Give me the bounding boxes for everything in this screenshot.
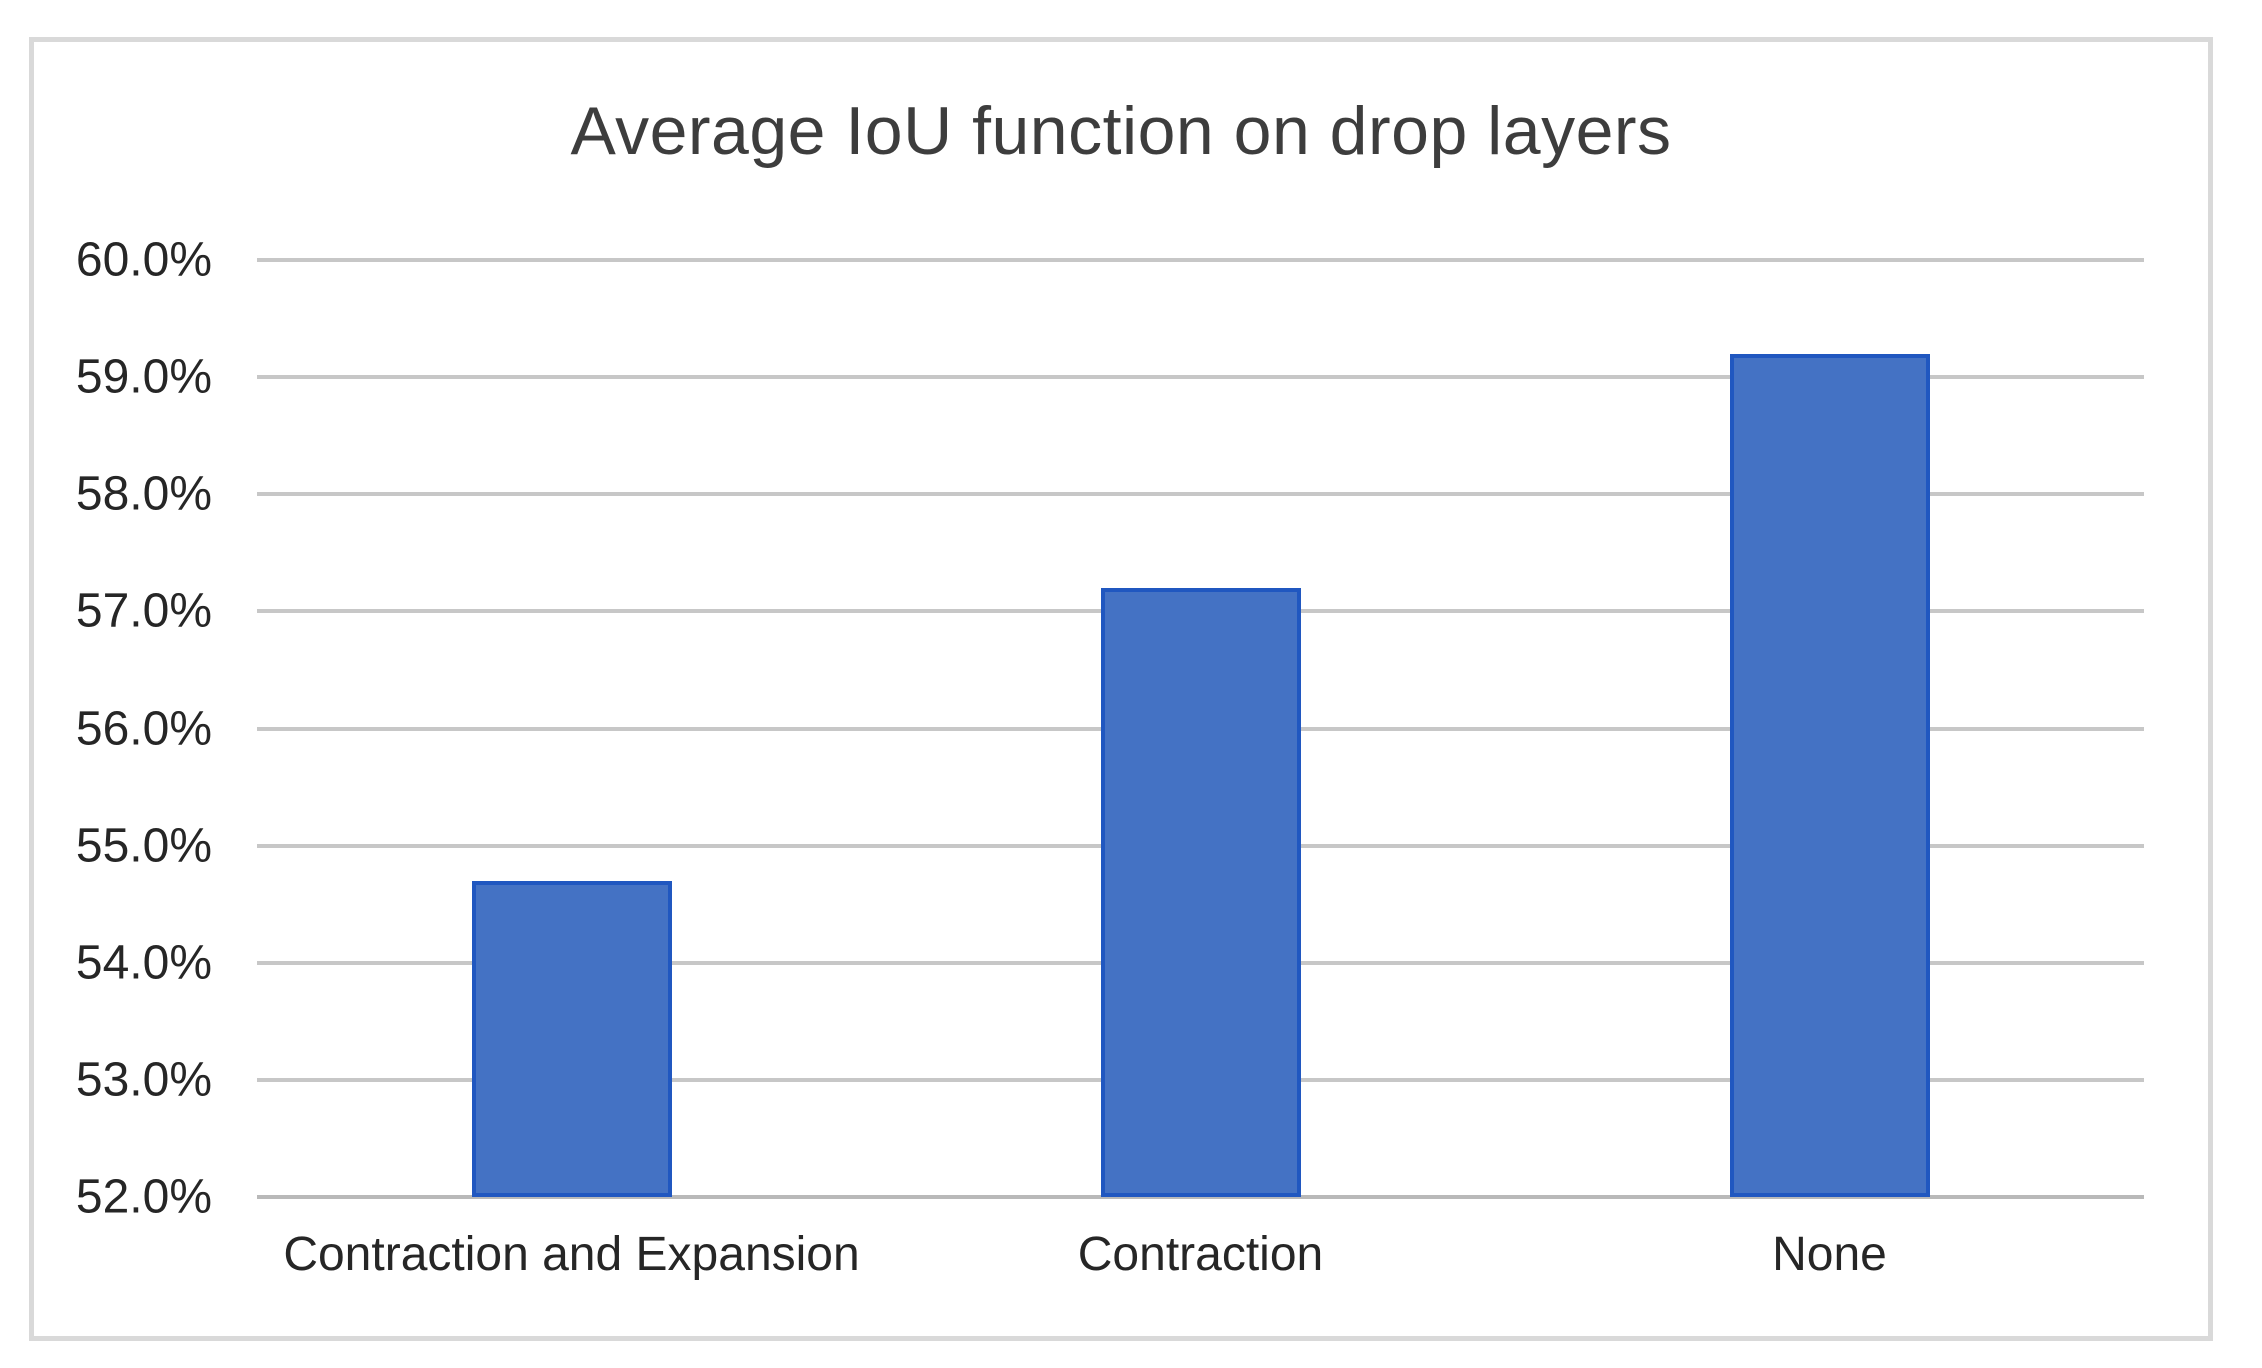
bar-3 [1729,353,1930,1197]
y-tick-label: 53.0% [75,1053,212,1107]
bar-slot [1515,260,2144,1197]
gridline [257,492,2144,497]
bar-1 [471,880,672,1197]
y-tick-label: 52.0% [75,1170,212,1224]
gridline [257,375,2144,380]
y-tick-label: 60.0% [75,233,212,287]
x-axis-category-labels: Contraction and Expansion Contraction None [257,1197,2144,1282]
bar-slot [257,260,886,1197]
bars-layer [257,260,2144,1197]
plot-area: 60.0% 59.0% 58.0% 57.0% 56.0% 55.0% 54.0% 53.0%… [76,234,2144,1281]
y-tick-label: 54.0% [75,936,212,990]
bar-2 [1100,587,1301,1197]
x-category-label: Contraction and Expansion [283,1228,860,1281]
y-tick-label: 57.0% [75,584,212,638]
y-tick-label: 59.0% [75,350,212,404]
y-tick-label: 55.0% [75,819,212,873]
chart-frame: Average IoU function on drop layers 60.0… [29,37,2213,1341]
gridline [257,258,2144,262]
y-tick-label: 58.0% [75,467,212,521]
gridline [257,1195,2144,1199]
bar-slot [886,260,1515,1197]
y-tick-label: 56.0% [75,702,212,755]
chart-title: Average IoU function on drop layers [570,93,1672,169]
x-category-label: Contraction [1077,1228,1324,1281]
x-category-label: None [1772,1228,1887,1281]
